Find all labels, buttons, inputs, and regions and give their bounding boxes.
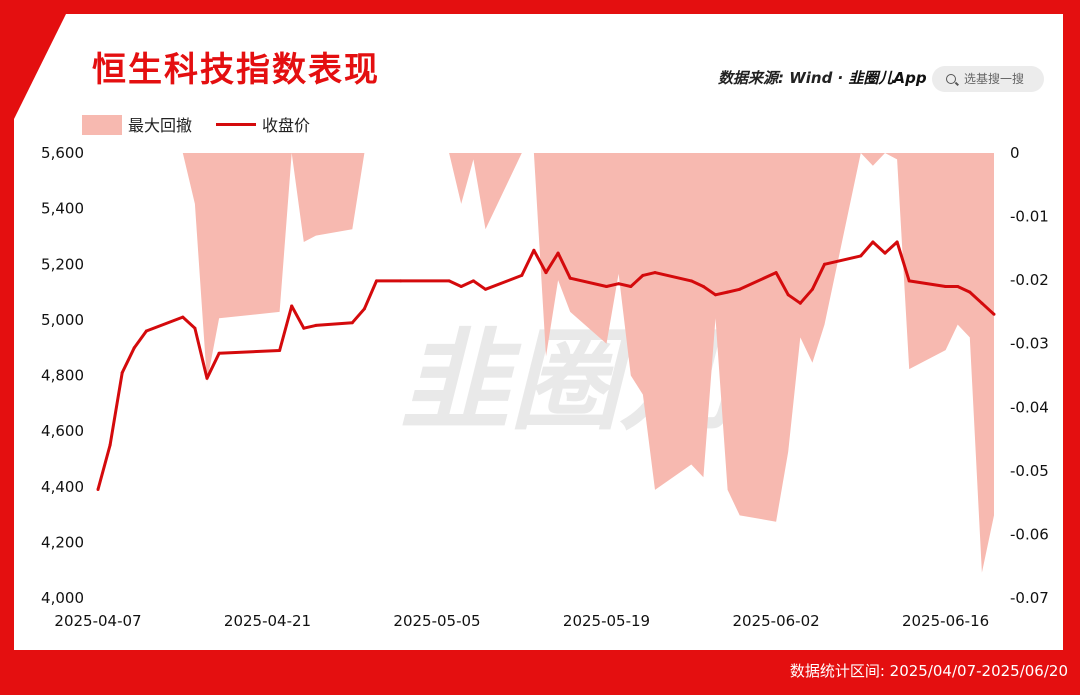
x-tick-label: 2025-05-19 (563, 612, 650, 630)
close-point (871, 240, 875, 244)
close-point (798, 301, 802, 305)
legend-close-swatch (216, 123, 256, 126)
y-right-tick-label: -0.07 (1010, 589, 1049, 607)
close-point (144, 329, 148, 333)
close-point (568, 276, 572, 280)
legend-drawdown-swatch (82, 115, 122, 135)
close-point (96, 488, 100, 491)
close-point (895, 240, 899, 244)
chart-card: 恒生科技指数表现 数据来源: Wind · 韭圈儿App 选基搜一搜 最大回撤 … (14, 14, 1063, 650)
close-point (532, 248, 536, 252)
close-point (774, 271, 778, 275)
y-left-tick-label: 4,200 (41, 533, 84, 551)
x-tick-label: 2025-06-02 (733, 612, 820, 630)
close-point (484, 287, 487, 291)
y-left-tick-label: 4,000 (41, 589, 84, 607)
source-brand: 韭圈儿App (848, 69, 927, 87)
search-input[interactable]: 选基搜一搜 (932, 66, 1044, 92)
y-left-tick-label: 5,200 (41, 255, 84, 273)
close-point (726, 290, 730, 294)
close-point (132, 346, 136, 350)
search-placeholder: 选基搜一搜 (964, 72, 1025, 86)
close-point (205, 376, 209, 380)
close-point (217, 351, 221, 355)
close-point (992, 312, 996, 316)
close-point (859, 254, 863, 258)
close-point (520, 273, 524, 277)
y-right-tick-label: -0.03 (1010, 335, 1049, 353)
search-icon (946, 74, 956, 84)
close-point (738, 287, 742, 291)
close-point (544, 271, 548, 275)
close-point (471, 279, 475, 283)
legend-close-label: 收盘价 (262, 116, 311, 135)
y-left-tick-label: 4,600 (41, 422, 84, 440)
drawdown-area (98, 153, 994, 573)
close-point (641, 273, 645, 277)
x-tick-label: 2025-04-07 (54, 612, 141, 630)
date-range-footer: 数据统计区间: 2025/04/07-2025/06/20 (789, 662, 1068, 680)
close-point (629, 285, 633, 288)
close-point (714, 293, 717, 297)
close-point (556, 251, 560, 255)
y-right-tick-label: 0 (1010, 144, 1020, 162)
close-point (375, 279, 378, 283)
close-point (653, 271, 657, 275)
y-right-tick-label: -0.01 (1010, 208, 1049, 226)
close-point (701, 285, 705, 288)
y-left-tick-label: 5,000 (41, 311, 84, 329)
y-left-tick-label: 4,400 (41, 478, 84, 496)
close-point (810, 287, 814, 291)
close-point (290, 304, 294, 308)
close-point (907, 279, 911, 283)
close-point (447, 279, 451, 283)
y-left-tick-label: 5,400 (41, 200, 84, 218)
close-point (302, 326, 306, 330)
close-point (314, 323, 318, 327)
y-left-tick-label: 4,800 (41, 367, 84, 385)
source-label: 数据来源: Wind (718, 69, 833, 87)
close-point (193, 326, 197, 330)
close-point (108, 443, 112, 447)
x-tick-label: 2025-06-16 (902, 612, 989, 630)
close-point (617, 282, 621, 286)
close-point (120, 371, 124, 375)
close-point (459, 285, 463, 288)
y-right-tick-label: -0.05 (1010, 462, 1049, 480)
chart-plot: 韭圈儿 5,6005,4005,2005,0004,8004,6004,4004… (41, 144, 1049, 630)
x-tick-label: 2025-05-05 (393, 612, 480, 630)
y-left-tick-label: 5,600 (41, 144, 84, 162)
legend-close: 收盘价 (216, 114, 310, 138)
close-point (956, 285, 960, 288)
y-right-tick-label: -0.04 (1010, 398, 1049, 416)
corner-flag (14, 14, 66, 119)
page-title: 恒生科技指数表现 (92, 50, 380, 90)
close-point (362, 307, 366, 311)
y-right-tick-label: -0.02 (1010, 271, 1049, 289)
legend-drawdown-label: 最大回撤 (128, 116, 193, 135)
close-point (278, 349, 282, 352)
close-point (980, 301, 984, 305)
close-point (689, 279, 693, 283)
close-point (399, 279, 403, 283)
x-tick-label: 2025-04-21 (224, 612, 311, 630)
data-source: 数据来源: Wind · 韭圈儿App (718, 69, 927, 87)
legend-drawdown: 最大回撤 (82, 114, 192, 138)
close-point (350, 321, 354, 325)
close-point (786, 293, 790, 297)
close-point (823, 262, 826, 266)
close-point (968, 290, 972, 294)
close-point (181, 315, 185, 319)
close-point (883, 251, 887, 255)
close-point (605, 285, 608, 288)
close-point (944, 285, 948, 288)
y-right-tick-label: -0.06 (1010, 525, 1049, 543)
